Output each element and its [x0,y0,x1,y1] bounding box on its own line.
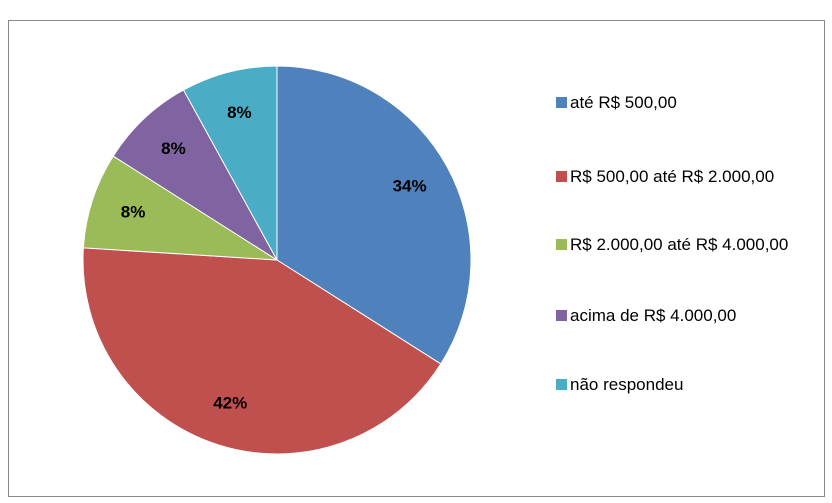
legend-label: R$ 2.000,00 até R$ 4.000,00 [570,235,789,254]
pie-slice [82,155,278,261]
legend-item: R$ 500,00 até R$ 2.000,00 [556,165,818,189]
legend-item: até R$ 500,00 [556,91,818,115]
pie-slice [276,65,472,365]
legend-label: até R$ 500,00 [570,93,677,112]
legend-swatch [556,310,567,321]
data-label: 8% [121,203,146,222]
data-label: 42% [213,393,247,412]
legend: até R$ 500,00 R$ 500,00 até R$ 2.000,00 R$… [556,0,826,503]
pie-slice [82,247,442,455]
data-label: 8% [227,103,252,122]
legend-item: R$ 2.000,00 até R$ 4.000,00 [556,233,818,257]
legend-swatch [556,239,567,250]
legend-label: não respondeu [570,375,684,394]
pie-slice [112,89,278,261]
legend-item: acima de R$ 4.000,00 [556,304,818,328]
pie-slice [182,65,278,261]
data-label: 8% [161,139,186,158]
data-label: 34% [393,177,427,196]
legend-swatch [556,97,567,108]
legend-swatch [556,171,567,182]
legend-swatch [556,379,567,390]
legend-label: acima de R$ 4.000,00 [570,306,737,325]
legend-label: R$ 500,00 até R$ 2.000,00 [570,167,775,186]
legend-item: não respondeu [556,373,818,397]
